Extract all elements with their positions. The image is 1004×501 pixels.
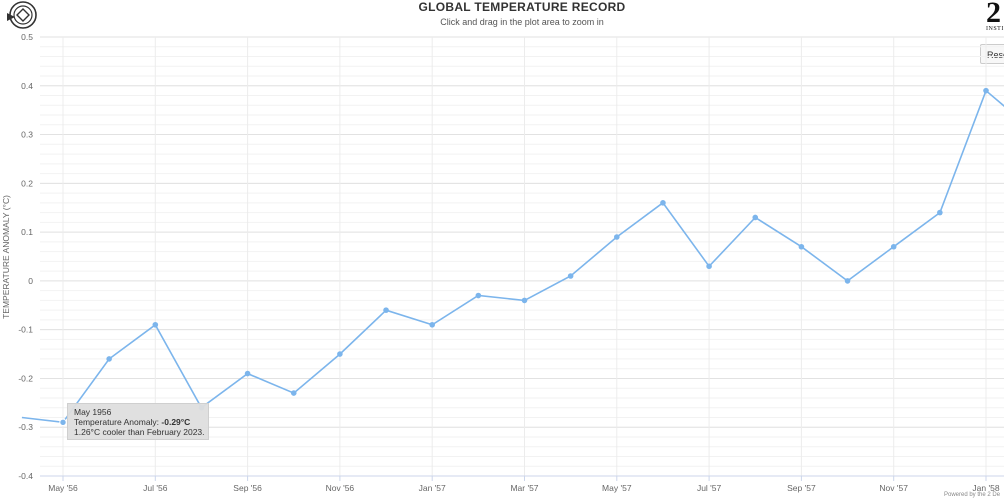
x-grid <box>62 37 987 476</box>
y-tick-label: 0.3 <box>21 130 33 140</box>
data-point <box>106 356 112 362</box>
y-tick-label: 0 <box>28 276 33 286</box>
tooltip-value-line: Temperature Anomaly: -0.29°C <box>74 417 208 427</box>
y-tick-label: -0.4 <box>18 471 33 481</box>
data-tooltip: May 1956 Temperature Anomaly: -0.29°C 1.… <box>67 403 209 440</box>
x-tick-label: May '57 <box>602 483 632 493</box>
tooltip-comparison: 1.26°C cooler than February 2023. <box>74 427 205 437</box>
data-point <box>475 292 482 299</box>
y-tick-label: -0.1 <box>18 325 33 335</box>
tooltip-value: -0.29°C <box>161 417 191 427</box>
data-point <box>429 321 436 328</box>
y-tick-label: 0.2 <box>21 178 33 188</box>
data-point <box>290 390 297 396</box>
data-point <box>614 234 620 240</box>
credit-text: Powered by the 2 De <box>944 492 1001 498</box>
x-tick-label: Nov '57 <box>879 483 908 493</box>
data-point <box>844 278 851 284</box>
y-tick-label: 0.5 <box>21 32 33 42</box>
x-tick-label: Jan '58 <box>972 483 999 493</box>
series-markers <box>59 87 989 427</box>
brand-logo: 2 INSTI <box>986 0 1004 34</box>
data-point <box>706 263 712 270</box>
y-axis: 0.5 0.4 0.3 0.2 0.1 0 -0.1 -0.2 -0.3 -0.4 <box>18 32 33 481</box>
data-point <box>567 273 574 279</box>
data-point <box>890 243 897 250</box>
tooltip-label: Temperature Anomaly: <box>74 417 162 427</box>
tooltip-date: May 1956 <box>74 407 112 417</box>
data-point <box>152 321 159 328</box>
y-tick-label: -0.2 <box>18 373 33 383</box>
series-line <box>21 89 1004 424</box>
data-point <box>660 200 666 206</box>
x-axis: May '56 Jul '56 Sep '56 Nov '56 Jan '57 Mar '… <box>40 475 1004 493</box>
x-tick-label: Nov '56 <box>326 483 355 493</box>
x-tick-label: Mar '57 <box>510 483 538 493</box>
data-point <box>983 87 989 94</box>
x-tick-label: Sep '57 <box>787 483 816 493</box>
x-tick-label: May '56 <box>48 483 78 493</box>
organization-logo <box>4 0 38 32</box>
y-axis-title: TEMPERATURE ANOMALY (°C) <box>1 195 11 319</box>
data-point <box>798 243 805 250</box>
data-point <box>937 209 943 216</box>
brand-glyph: 2 <box>986 0 1001 29</box>
x-tick-label: Sep '56 <box>233 483 262 493</box>
x-tick-label: Jul '56 <box>143 483 168 493</box>
data-point <box>244 370 251 377</box>
highlighted-point <box>59 418 67 427</box>
major-grid <box>40 36 1004 477</box>
brand-caption: INSTI <box>986 26 1004 32</box>
x-tick-label: Jan '57 <box>419 483 446 493</box>
chart-subtitle: Click and drag in the plot area to zoom … <box>440 17 604 27</box>
data-point <box>521 297 528 304</box>
data-point <box>752 214 759 221</box>
y-tick-label: -0.3 <box>18 422 33 432</box>
data-point <box>337 351 343 357</box>
chart-title: GLOBAL TEMPERATURE RECORD <box>418 0 626 14</box>
data-point <box>383 307 389 313</box>
y-tick-label: 0.1 <box>21 227 33 237</box>
x-tick-label: Jul '57 <box>697 483 722 493</box>
y-tick-label: 0.4 <box>21 81 33 91</box>
